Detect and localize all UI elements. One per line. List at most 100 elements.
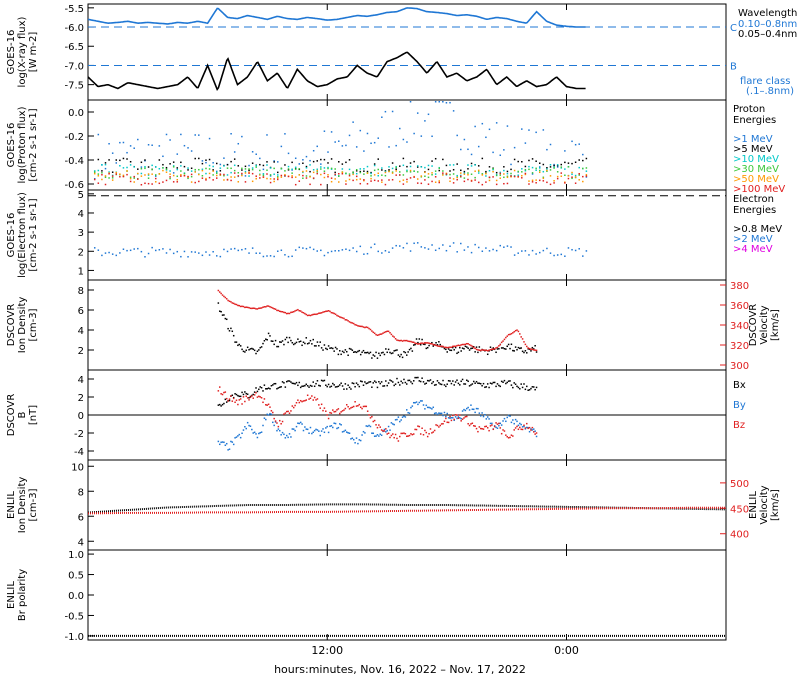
data-point (273, 178, 275, 180)
data-point (316, 380, 319, 382)
data-point (97, 133, 100, 136)
data-point (230, 167, 232, 170)
data-point (434, 181, 437, 183)
data-point (126, 173, 128, 176)
data-point (567, 162, 570, 164)
data-point (478, 426, 481, 428)
data-point (426, 342, 429, 344)
data-point (251, 180, 254, 183)
data-point (259, 163, 261, 166)
data-point (212, 179, 214, 181)
data-point (527, 389, 529, 392)
data-point (578, 248, 580, 250)
data-point (492, 347, 495, 349)
data-point (404, 351, 407, 354)
data-point (375, 333, 377, 336)
data-point (277, 177, 279, 179)
data-point (241, 135, 243, 138)
data-point (158, 145, 161, 147)
data-point (495, 351, 497, 354)
data-point (429, 379, 432, 381)
data-point (270, 384, 273, 387)
data-point (270, 413, 273, 416)
data-point (521, 338, 524, 340)
data-point (291, 341, 294, 344)
data-point (386, 330, 388, 333)
data-point (460, 175, 462, 178)
data-point (390, 352, 393, 355)
data-point (366, 170, 369, 173)
data-point (514, 329, 517, 332)
data-point (337, 353, 340, 356)
data-point (244, 175, 247, 177)
data-point (93, 172, 96, 175)
data-point (334, 168, 336, 170)
data-point (312, 149, 315, 152)
data-point (512, 419, 514, 421)
data-point (241, 248, 243, 251)
data-point (260, 431, 263, 433)
data-point (513, 330, 515, 333)
data-point (521, 428, 524, 431)
data-point (332, 312, 334, 314)
data-point (252, 348, 254, 350)
data-point (330, 131, 333, 133)
data-point (542, 249, 545, 252)
data-point (262, 173, 265, 175)
data-point (354, 323, 356, 326)
data-point (224, 296, 227, 299)
data-point (294, 157, 297, 160)
data-point (208, 168, 211, 170)
data-point (406, 339, 408, 342)
data-point (408, 348, 411, 351)
data-point (137, 168, 139, 170)
data-point (381, 167, 383, 169)
data-point (496, 383, 499, 385)
data-point (428, 344, 430, 347)
data-point (312, 248, 315, 251)
data-point (366, 351, 369, 354)
data-point (556, 177, 559, 180)
data-point (218, 310, 221, 312)
data-point (535, 351, 538, 353)
data-point (442, 172, 444, 174)
data-point (302, 162, 304, 165)
data-point (510, 332, 513, 335)
data-point (466, 379, 468, 381)
data-point (411, 382, 414, 385)
data-point (235, 341, 238, 343)
data-point (280, 386, 282, 388)
data-point (176, 175, 179, 178)
data-point (481, 412, 483, 414)
data-point (432, 431, 435, 433)
data-point (502, 347, 504, 349)
data-point (323, 172, 326, 175)
data-point (269, 406, 271, 408)
data-point (244, 425, 246, 428)
data-point (140, 161, 143, 164)
data-point (266, 413, 268, 416)
data-point (514, 427, 517, 429)
data-point (347, 384, 349, 386)
data-point (97, 182, 100, 184)
data-point (327, 345, 330, 347)
data-point (491, 422, 493, 425)
data-point (496, 346, 499, 349)
data-point (434, 249, 437, 252)
data-point (340, 411, 342, 413)
data-point (305, 155, 308, 158)
data-point (249, 348, 252, 350)
data-point (428, 433, 430, 435)
data-point (327, 166, 329, 169)
data-point (144, 182, 146, 185)
data-point (542, 180, 545, 182)
data-point (251, 151, 254, 153)
data-point (482, 349, 485, 351)
y-tick-label: 8 (78, 487, 84, 498)
data-point (283, 311, 285, 314)
data-point (270, 410, 273, 412)
data-point (291, 255, 293, 258)
data-point (416, 112, 419, 114)
data-point (433, 412, 436, 415)
data-point (582, 153, 584, 156)
